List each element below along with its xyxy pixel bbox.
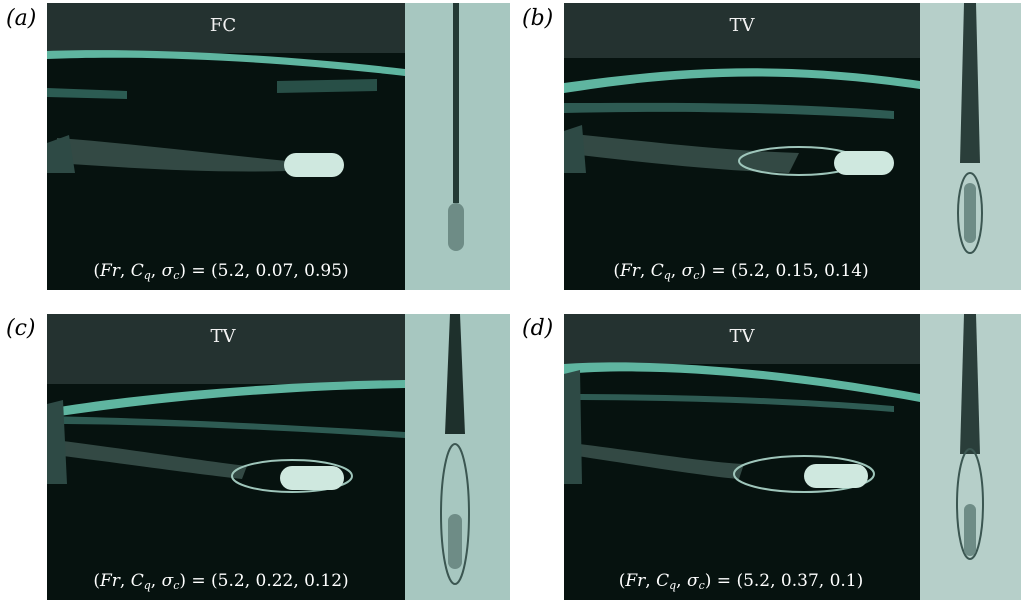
cq-symbol: C xyxy=(656,571,670,591)
main-view-d xyxy=(564,314,920,600)
sigma-subscript: c xyxy=(693,269,700,282)
params-values-d: (5.2, 0.37, 0.1) xyxy=(736,571,864,591)
fr-symbol: Fr xyxy=(99,571,120,591)
params-values-c: (5.2, 0.22, 0.12) xyxy=(211,571,349,591)
photo-b: TV (Fr, Cq, σc) = (5.2, 0.15, 0.14) xyxy=(564,3,1021,290)
panel-d: (d) TV (Fr, Cq, σc) = (5.2, 0.37, xyxy=(516,310,1021,602)
panel-letter-d: (d) xyxy=(522,316,554,341)
sigma-subscript: c xyxy=(698,579,705,592)
regime-label-a: FC xyxy=(209,15,237,36)
cq-symbol: C xyxy=(650,261,664,281)
params-values-a: (5.2, 0.07, 0.95) xyxy=(211,261,349,281)
fr-symbol: Fr xyxy=(99,261,120,281)
panel-b: (b) TV (Fr, Cq, σc) = (5.2, 0.15, xyxy=(516,0,1021,301)
params-label-c: (Fr, Cq, σc) = (5.2, 0.22, 0.12) xyxy=(93,571,349,592)
sigma-subscript: c xyxy=(173,269,180,282)
photo-c: TV (Fr, Cq, σc) = (5.2, 0.22, 0.12) xyxy=(47,314,510,600)
fr-symbol: Fr xyxy=(619,261,640,281)
cq-subscript: q xyxy=(143,579,151,592)
side-view-b xyxy=(920,3,1021,290)
side-view-d xyxy=(920,314,1021,600)
panel-letter-b: (b) xyxy=(522,6,554,31)
main-view-a xyxy=(47,3,405,290)
params-label-b: (Fr, Cq, σc) = (5.2, 0.15, 0.14) xyxy=(613,261,869,282)
sigma-symbol: σ xyxy=(686,571,699,591)
panel-letter-a: (a) xyxy=(6,6,37,31)
regime-label-b: TV xyxy=(729,15,755,36)
cq-subscript: q xyxy=(143,269,151,282)
fr-symbol: Fr xyxy=(625,571,646,591)
photo-a: FC (Fr, Cq, σc) = (5.2, 0.07, 0.95) xyxy=(47,3,510,290)
cq-symbol: C xyxy=(130,261,144,281)
side-view-c xyxy=(405,314,510,600)
photo-d: TV (Fr, Cq, σc) = (5.2, 0.37, 0.1) xyxy=(564,314,1021,600)
main-view-c xyxy=(47,314,405,600)
sigma-subscript: c xyxy=(173,579,180,592)
panel-a: (a) FC (Fr, Cq, σc) = (5.2, 0.07, 0.95) xyxy=(0,0,510,301)
panel-letter-c: (c) xyxy=(6,316,36,341)
sigma-symbol: σ xyxy=(681,261,694,281)
regime-label-d: TV xyxy=(729,326,755,347)
cq-subscript: q xyxy=(669,579,677,592)
panel-c: (c) TV (Fr, Cq, σc) = (5.2, 0.22, xyxy=(0,310,510,602)
sigma-symbol: σ xyxy=(161,261,174,281)
cq-symbol: C xyxy=(130,571,144,591)
params-label-a: (Fr, Cq, σc) = (5.2, 0.07, 0.95) xyxy=(93,261,349,282)
sigma-symbol: σ xyxy=(161,571,174,591)
cq-subscript: q xyxy=(663,269,671,282)
regime-label-c: TV xyxy=(210,326,236,347)
params-values-b: (5.2, 0.15, 0.14) xyxy=(731,261,869,281)
main-view-b xyxy=(564,3,920,290)
params-label-d: (Fr, Cq, σc) = (5.2, 0.37, 0.1) xyxy=(618,571,864,592)
side-view-a xyxy=(405,3,510,290)
